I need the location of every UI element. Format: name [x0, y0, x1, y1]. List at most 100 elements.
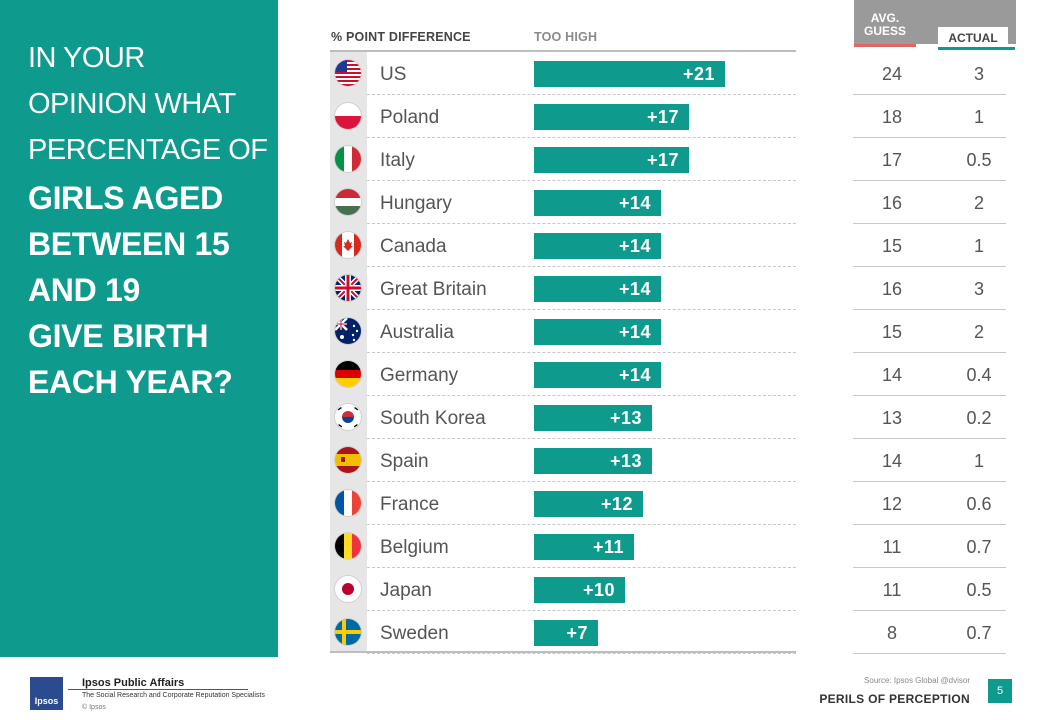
avg-guess-value: 16 [881, 279, 903, 299]
question-line-3: PERCENTAGE OF [28, 134, 268, 166]
poland-flag-icon [335, 103, 361, 129]
avg-guess-underline [854, 44, 916, 47]
country-label: South Korea [380, 408, 486, 429]
guess-actual-row-italy: 17 0.5 [853, 138, 1006, 181]
guess-actual-row-belgium: 11 0.7 [853, 525, 1006, 568]
great-britain-flag-icon [335, 275, 361, 301]
row-divider [367, 567, 796, 568]
country-label: Germany [380, 365, 459, 386]
question-bold-line-3: AND 19 [28, 272, 141, 308]
bar-value-label: +13 [609, 408, 642, 428]
avg-guess-value: 14 [881, 365, 903, 385]
chart-row-italy: Italy +17 [330, 138, 796, 181]
row-divider [853, 352, 1006, 353]
country-label: Hungary [380, 193, 452, 214]
question-bold-line-1: GIRLS AGED [28, 180, 223, 216]
row-divider [853, 610, 1006, 611]
country-label: Great Britain [380, 279, 487, 300]
actual-value: 0.7 [966, 623, 992, 643]
avg-guess-value: 11 [882, 537, 902, 557]
actual-value: 1 [973, 107, 984, 127]
actual-value: 2 [973, 193, 984, 213]
actual-value: 0.5 [966, 580, 992, 600]
row-divider [853, 266, 1006, 267]
row-divider [853, 395, 1006, 396]
row-divider [853, 223, 1006, 224]
table-top-rule [330, 50, 796, 52]
row-divider [367, 223, 796, 224]
bar-spain: +13 [534, 448, 652, 474]
bar-value-label: +13 [609, 451, 642, 471]
chart-row-spain: Spain +13 [330, 439, 796, 482]
chart-row-great-britain: Great Britain +14 [330, 267, 796, 310]
row-divider [367, 309, 796, 310]
bar-value-label: +21 [682, 64, 715, 84]
avg-guess-value: 15 [881, 322, 903, 342]
row-divider [853, 481, 1006, 482]
actual-value: 2 [973, 322, 984, 342]
bar-sweden: +7 [534, 620, 598, 646]
actual-value: 0.7 [966, 537, 992, 557]
ipsos-logo [30, 677, 63, 710]
actual-value: 0.6 [966, 494, 992, 514]
chart-row-poland: Poland +17 [330, 95, 796, 138]
italy-flag-icon [335, 146, 361, 172]
bar-australia: +14 [534, 319, 661, 345]
row-divider [853, 567, 1006, 568]
country-label: France [380, 494, 440, 515]
question-bold-line-5: EACH YEAR? [28, 364, 233, 400]
guess-actual-row-poland: 18 1 [853, 95, 1006, 138]
question-line-2: OPINION WHAT [28, 88, 236, 120]
row-divider [367, 137, 796, 138]
chart-row-sweden: Sweden +7 [330, 611, 796, 654]
question-bold-line-2: BETWEEN 15 [28, 226, 230, 262]
avg-guess-value: 15 [881, 236, 903, 256]
country-label: Spain [380, 451, 429, 472]
brand-name: Ipsos Public Affairs [82, 677, 185, 689]
actual-value: 3 [973, 64, 984, 84]
bar-value-label: +14 [618, 279, 651, 299]
australia-flag-icon [335, 318, 361, 344]
bar-hungary: +14 [534, 190, 661, 216]
actual-value: 1 [973, 451, 984, 471]
avg-guess-value: 14 [881, 451, 903, 471]
bar-value-label: +17 [646, 150, 679, 170]
country-label: US [380, 64, 407, 85]
row-divider [367, 352, 796, 353]
avg-guess-value: 8 [886, 623, 897, 643]
avg-guess-value: 13 [881, 408, 903, 428]
brand-tagline: The Social Research and Corporate Reputa… [82, 692, 265, 699]
guess-actual-row-japan: 11 0.5 [853, 568, 1006, 611]
bar-value-label: +7 [566, 623, 588, 643]
guess-actual-row-canada: 15 1 [853, 224, 1006, 267]
row-divider [367, 481, 796, 482]
row-divider [853, 180, 1006, 181]
guess-actual-row-sweden: 8 0.7 [853, 611, 1006, 654]
chart-row-belgium: Belgium +11 [330, 525, 796, 568]
perils-of-perception-label: PERILS OF PERCEPTION [819, 692, 970, 706]
chart-row-south-korea: South Korea +13 [330, 396, 796, 439]
avg-guess-value: 24 [881, 64, 903, 84]
country-label: Canada [380, 236, 447, 257]
actual-value: 0.4 [966, 365, 992, 385]
bar-germany: +14 [534, 362, 661, 388]
bar-japan: +10 [534, 577, 625, 603]
guess-actual-row-great-britain: 16 3 [853, 267, 1006, 310]
chart-row-germany: Germany +14 [330, 353, 796, 396]
guess-actual-row-south-korea: 13 0.2 [853, 396, 1006, 439]
avg-guess-value: 18 [881, 107, 903, 127]
bar-belgium: +11 [534, 534, 634, 560]
bar-value-label: +17 [646, 107, 679, 127]
question-panel: IN YOUR OPINION WHAT PERCENTAGE OF GIRLS… [0, 0, 278, 657]
bar-value-label: +11 [592, 537, 624, 557]
page-number: 5 [988, 679, 1012, 703]
avg-guess-header-label: AVG. GUESS [863, 11, 906, 38]
guess-actual-row-us: 24 3 [853, 52, 1006, 95]
row-divider [853, 137, 1006, 138]
actual-underline [938, 47, 1015, 50]
japan-flag-icon [335, 576, 361, 602]
chart-row-france: France +12 [330, 482, 796, 525]
question-line-1: IN YOUR [28, 42, 145, 74]
question-bold-line-4: GIVE BIRTH [28, 318, 209, 354]
row-divider [367, 524, 796, 525]
